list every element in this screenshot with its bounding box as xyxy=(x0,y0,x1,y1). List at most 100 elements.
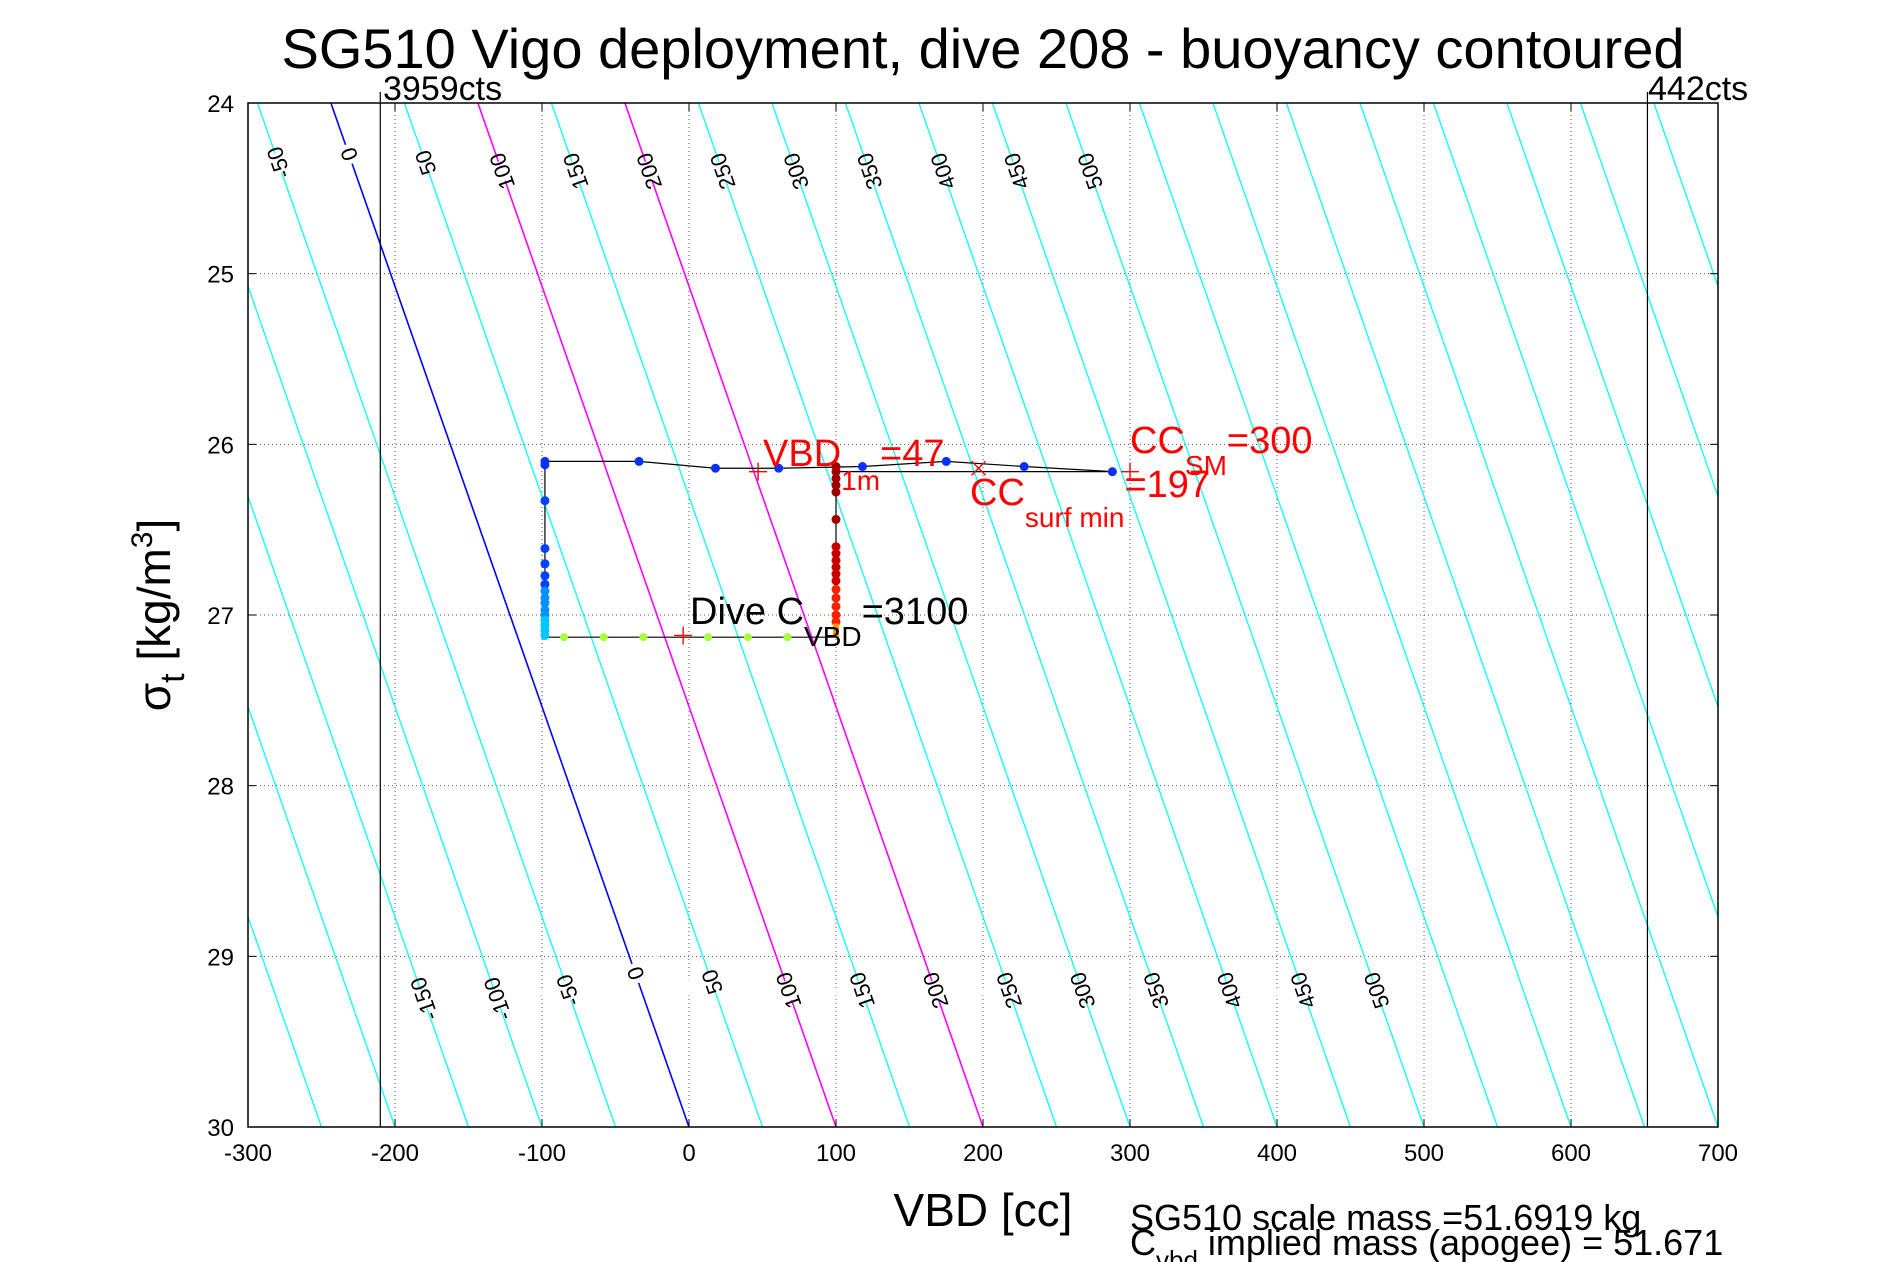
footer-implied-mass: Cvbd implied mass (apogee) = 51.671 xyxy=(1130,1222,1723,1262)
chart-title: SG510 Vigo deployment, dive 208 - buoyan… xyxy=(281,17,1684,80)
annotation-dive-c-value: =3100 xyxy=(862,591,969,633)
annotation-cc-surf-value: =197 xyxy=(1124,464,1210,506)
contour-label-gap xyxy=(694,153,751,190)
contour-label-gap xyxy=(1201,972,1258,1009)
contour-label-gap xyxy=(980,972,1037,1009)
contour-line xyxy=(256,103,617,1127)
contour-label-gap xyxy=(1061,153,1118,190)
blue-point xyxy=(540,586,550,596)
green-point xyxy=(743,633,752,642)
blue-point xyxy=(540,496,550,506)
red-point xyxy=(831,584,841,594)
footer-implied-mass-main: C xyxy=(1130,1222,1156,1262)
vline-label-left: 3959cts xyxy=(383,70,502,108)
contour-label-gap xyxy=(907,972,964,1009)
contour-label-gap xyxy=(473,153,530,190)
contour-line xyxy=(248,704,396,1127)
x-tick-label: 100 xyxy=(816,1140,856,1167)
vline-label-right: 442cts xyxy=(1648,70,1748,108)
red-point xyxy=(831,514,841,524)
annotation-cc-surf-main: CC xyxy=(970,472,1025,514)
x-tick-label: 0 xyxy=(682,1140,695,1167)
y-tick-label: 30 xyxy=(207,1115,234,1142)
y-tick-label: 29 xyxy=(207,944,234,971)
contour-label-gap xyxy=(988,153,1045,190)
blue-point xyxy=(941,456,951,466)
x-axis-label: VBD [cc] xyxy=(894,1184,1073,1236)
red-point xyxy=(831,549,841,559)
annotation-dive-c-vbd: Dive CVBD=3100 xyxy=(690,591,968,652)
y-axis-label: σt [kg/m3] xyxy=(126,519,192,712)
annotation-cc-surf-sub: surf min xyxy=(1025,502,1125,533)
annotation-vbd-1m: VBD1m=47 xyxy=(763,433,945,496)
contour-label-gap xyxy=(914,153,971,190)
contour-label-gap xyxy=(547,153,604,190)
contour-labels: -50 0 50 100 150 200 250 300 350 400 450 500-150 -10… xyxy=(250,136,1405,1024)
contour-line xyxy=(550,103,911,1127)
red-point xyxy=(831,555,841,565)
contour-label-gap xyxy=(1127,972,1184,1009)
red-point xyxy=(831,480,841,490)
red-point xyxy=(831,576,841,586)
contour-label-gap xyxy=(250,144,307,181)
contour-line xyxy=(1065,103,1425,1127)
highlight-contour-line xyxy=(624,103,984,1127)
contour-label-gap xyxy=(1274,972,1331,1009)
svg-text:σt [kg/m3]: σt [kg/m3] xyxy=(126,519,192,712)
annotation-vbd-1m-value: =47 xyxy=(880,433,944,475)
green-point xyxy=(560,633,569,642)
contour-label-gap xyxy=(397,144,454,181)
footer-scale-mass: SG510 scale mass =51.6919 kg xyxy=(1130,1197,1641,1238)
annotation-cc-sm: CCSM=300 xyxy=(1130,420,1312,481)
contour-label-gap xyxy=(620,153,677,190)
x-tick-label: 600 xyxy=(1551,1140,1591,1167)
contour-line xyxy=(403,103,764,1127)
annotation-dive-c-sub: VBD xyxy=(804,621,862,652)
blue-point xyxy=(710,463,720,473)
contour-label-gap xyxy=(469,980,526,1018)
x-tick-label: -100 xyxy=(518,1140,566,1167)
cc-surf-marker xyxy=(971,460,987,476)
blue-point xyxy=(540,598,550,608)
contour-line xyxy=(1579,103,1718,499)
green-point xyxy=(639,633,648,642)
red-point xyxy=(831,562,841,572)
data-points xyxy=(540,456,1139,645)
contour-line xyxy=(248,494,470,1127)
svg-text:VBD1m=47: VBD1m=47 xyxy=(763,433,945,496)
x-tick-label: 500 xyxy=(1404,1140,1444,1167)
y-tick-label: 25 xyxy=(207,262,234,289)
contour-label-gap xyxy=(833,972,890,1009)
annotation-cc-sm-main: CC xyxy=(1130,420,1185,462)
svg-text:CCSM=300: CCSM=300 xyxy=(1130,420,1312,481)
annotation-cc-surf-min: CCsurf min=197 xyxy=(970,464,1210,533)
blue-point xyxy=(1107,467,1117,477)
red-point xyxy=(831,487,841,497)
highlight-contour-line xyxy=(477,103,837,1127)
footer-implied-mass-sub: vbd xyxy=(1156,1245,1198,1262)
footer-implied-mass-rest: implied mass (apogee) = 51.671 xyxy=(1198,1222,1723,1262)
highlight-contour-line xyxy=(330,103,690,1127)
annotation-cc-sm-value: =300 xyxy=(1227,420,1313,462)
y-axis-label-sub: t xyxy=(154,673,192,683)
red-point xyxy=(831,542,841,552)
contour-line xyxy=(1506,103,1718,709)
red-point xyxy=(831,601,841,611)
axis-ticks: -300 -200 -100 0 100 200 300 400 500 600 700 24 25 26… xyxy=(207,91,1738,1167)
contour-line xyxy=(248,914,323,1127)
blue-point xyxy=(540,559,550,569)
annotation-vbd-1m-main: VBD xyxy=(763,433,841,475)
y-tick-label: 24 xyxy=(207,91,234,118)
x-tick-label: -300 xyxy=(224,1140,272,1167)
contour-label-gap xyxy=(841,153,898,190)
x-tick-label: 400 xyxy=(1257,1140,1297,1167)
blue-point xyxy=(1019,462,1029,472)
svg-text:Dive CVBD=3100: Dive CVBD=3100 xyxy=(690,591,968,652)
contour-label-gap xyxy=(1348,972,1405,1009)
x-tick-label: 700 xyxy=(1698,1140,1738,1167)
contour-label-gap xyxy=(395,980,452,1018)
blue-point xyxy=(857,462,867,472)
y-axis-label-close: ] xyxy=(128,519,180,532)
blue-point xyxy=(634,456,644,466)
